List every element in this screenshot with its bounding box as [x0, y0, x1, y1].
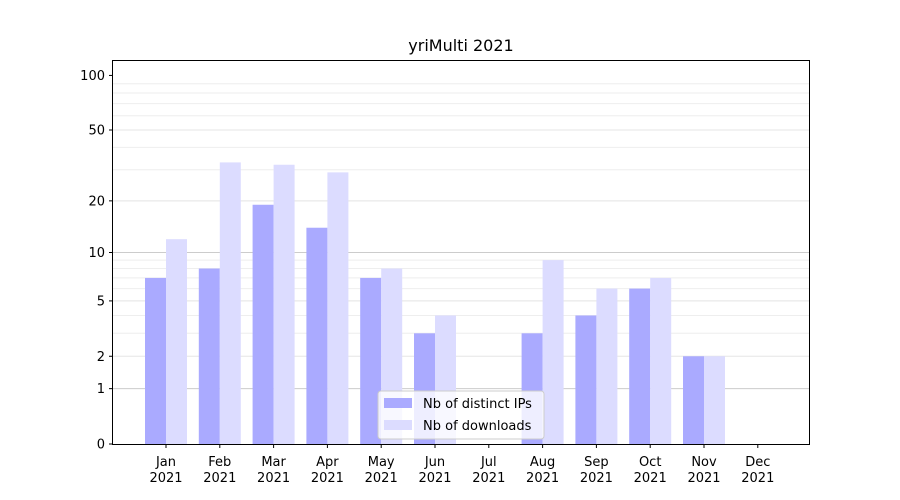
x-tick-label-year: 2021 — [149, 471, 182, 486]
x-axis: Jan2021Feb2021Mar2021Apr2021May2021Jun20… — [149, 444, 774, 486]
x-tick-label-year: 2021 — [311, 471, 344, 486]
bar-distinct-ips-sep — [575, 315, 597, 444]
y-axis: 0 1 2 5 10 20 50 100 — [80, 69, 113, 453]
bar-downloads-mar — [273, 164, 295, 445]
bar-distinct-ips-oct — [629, 288, 651, 444]
bar-downloads-nov — [704, 356, 725, 444]
x-tick-label-year: 2021 — [580, 471, 613, 486]
y-tick-label: 50 — [88, 123, 105, 138]
bar-downloads-apr — [327, 172, 349, 445]
legend-swatch-distinct-ips — [384, 398, 412, 408]
x-tick-label-month: Feb — [208, 455, 231, 470]
bar-downloads-feb — [219, 162, 241, 444]
x-tick-label-month: Jun — [424, 455, 445, 470]
bar-distinct-ips-mar — [252, 204, 274, 444]
x-tick-label-year: 2021 — [203, 471, 236, 486]
y-tick-label: 20 — [88, 194, 105, 209]
x-tick-label-month: May — [368, 455, 395, 470]
legend-label-downloads: Nb of downloads — [423, 419, 532, 434]
x-tick-label-year: 2021 — [526, 471, 559, 486]
bar-downloads-sep — [596, 288, 618, 444]
y-tick-label: 1 — [97, 382, 105, 397]
x-tick-label-year: 2021 — [365, 471, 398, 486]
bar-distinct-ips-jan — [145, 277, 166, 444]
y-tick-label: 2 — [97, 350, 105, 365]
legend-box — [377, 390, 545, 440]
y-tick-label: 100 — [80, 69, 105, 84]
chart-title: yriMulti 2021 — [408, 36, 513, 55]
x-tick-label-month: Jan — [155, 455, 176, 470]
x-tick-label-month: Mar — [261, 455, 286, 470]
legend: Nb of distinct IPs Nb of downloads — [377, 390, 545, 440]
x-tick-label-year: 2021 — [687, 471, 720, 486]
bars — [145, 162, 725, 445]
bar-downloads-jan — [166, 239, 187, 444]
x-tick-label-month: Nov — [691, 455, 717, 470]
bar-downloads-aug — [542, 260, 564, 444]
x-tick-label-year: 2021 — [418, 471, 451, 486]
bar-distinct-ips-nov — [683, 356, 704, 444]
bar-distinct-ips-apr — [306, 227, 328, 444]
legend-swatch-downloads — [384, 420, 412, 430]
x-tick-label-year: 2021 — [634, 471, 667, 486]
y-tick-label: 10 — [88, 246, 105, 261]
bar-downloads-oct — [650, 277, 672, 444]
x-tick-label-month: Oct — [639, 455, 661, 470]
x-tick-label-month: Dec — [745, 455, 770, 470]
x-tick-label-year: 2021 — [472, 471, 505, 486]
y-tick-label: 5 — [97, 294, 105, 309]
x-tick-label-year: 2021 — [741, 471, 774, 486]
x-tick-label-year: 2021 — [257, 471, 290, 486]
x-tick-label-month: Sep — [584, 455, 609, 470]
x-tick-label-month: Jul — [480, 455, 497, 470]
y-tick-label: 0 — [97, 438, 105, 453]
x-tick-label-month: Aug — [530, 455, 555, 470]
bar-distinct-ips-feb — [198, 268, 220, 444]
x-tick-label-month: Apr — [316, 455, 339, 470]
bar-distinct-ips-may — [360, 277, 382, 444]
legend-label-distinct-ips: Nb of distinct IPs — [423, 397, 532, 412]
